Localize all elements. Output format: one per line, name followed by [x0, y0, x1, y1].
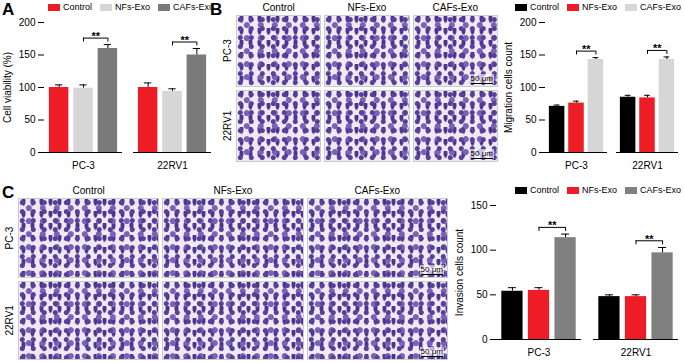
- html-text:NFs-Exo: NFs-Exo: [115, 2, 150, 12]
- html-text:CAFs-Exo: CAFs-Exo: [640, 185, 681, 195]
- svg-text:**: **: [645, 233, 654, 245]
- svg-text:100: 100: [19, 82, 36, 93]
- svg-text:PC-3: PC-3: [72, 160, 95, 171]
- svg-text:0: 0: [30, 147, 36, 158]
- svg-text:22RV1: 22RV1: [621, 347, 652, 358]
- svg-text:150: 150: [471, 200, 488, 211]
- html-text:CAFs-Exo: CAFs-Exo: [432, 2, 479, 13]
- html-text:A: A: [2, 0, 15, 19]
- html-text:NFs-Exo: NFs-Exo: [582, 2, 617, 12]
- html-text:B: B: [210, 0, 223, 19]
- svg-text:100: 100: [520, 82, 537, 93]
- html-text:C: C: [2, 183, 15, 202]
- html-text:50 μm: 50 μm: [470, 74, 493, 83]
- svg-text:**: **: [91, 30, 100, 42]
- svg-text:**: **: [582, 43, 591, 55]
- html-text:PC-3: PC-3: [222, 39, 233, 63]
- svg-text:Migration cells count: Migration cells count: [503, 42, 514, 133]
- html-text:NFs-Exo: NFs-Exo: [213, 185, 253, 196]
- svg-text:200: 200: [19, 17, 36, 28]
- html-text:NFs-Exo: NFs-Exo: [582, 185, 617, 195]
- html-text:CAFs-Exo: CAFs-Exo: [354, 185, 401, 196]
- html-text:Control: Control: [72, 185, 105, 196]
- html-text:Control: Control: [63, 2, 92, 12]
- svg-text:**: **: [653, 42, 662, 54]
- svg-text:Cell viability (%): Cell viability (%): [2, 52, 13, 123]
- html-text:CAFs-Exo: CAFs-Exo: [173, 2, 214, 12]
- html-text:Control: Control: [262, 2, 295, 13]
- svg-text:150: 150: [520, 49, 537, 60]
- html-text:50 μm: 50 μm: [470, 149, 493, 158]
- html-text:50 μm: 50 μm: [420, 264, 443, 274]
- svg-text:22RV1: 22RV1: [632, 160, 663, 171]
- svg-text:Invasion cells count: Invasion cells count: [454, 229, 465, 316]
- html-text:50 μm: 50 μm: [420, 347, 443, 356]
- html-text:22RV1: 22RV1: [222, 110, 233, 142]
- svg-text:200: 200: [520, 17, 537, 28]
- svg-text:0: 0: [482, 334, 488, 345]
- svg-text:22RV1: 22RV1: [157, 160, 188, 171]
- svg-text:**: **: [180, 34, 189, 46]
- svg-text:150: 150: [19, 49, 36, 60]
- html-text:Control: Control: [530, 185, 559, 195]
- svg-text:PC-3: PC-3: [565, 160, 588, 171]
- svg-text:50: 50: [476, 289, 488, 300]
- svg-text:50: 50: [525, 114, 537, 125]
- html-text:22RV1: 22RV1: [4, 305, 15, 336]
- svg-text:50: 50: [24, 114, 36, 125]
- svg-text:100: 100: [471, 244, 488, 255]
- html-text:NFs-Exo: NFs-Exo: [347, 2, 387, 13]
- svg-text:**: **: [548, 219, 557, 231]
- svg-text:0: 0: [531, 147, 537, 158]
- html-text:PC-3: PC-3: [4, 226, 15, 250]
- html-text:CAFs-Exo: CAFs-Exo: [640, 2, 681, 12]
- svg-text:PC-3: PC-3: [528, 347, 551, 358]
- html-text:Control: Control: [530, 2, 559, 12]
